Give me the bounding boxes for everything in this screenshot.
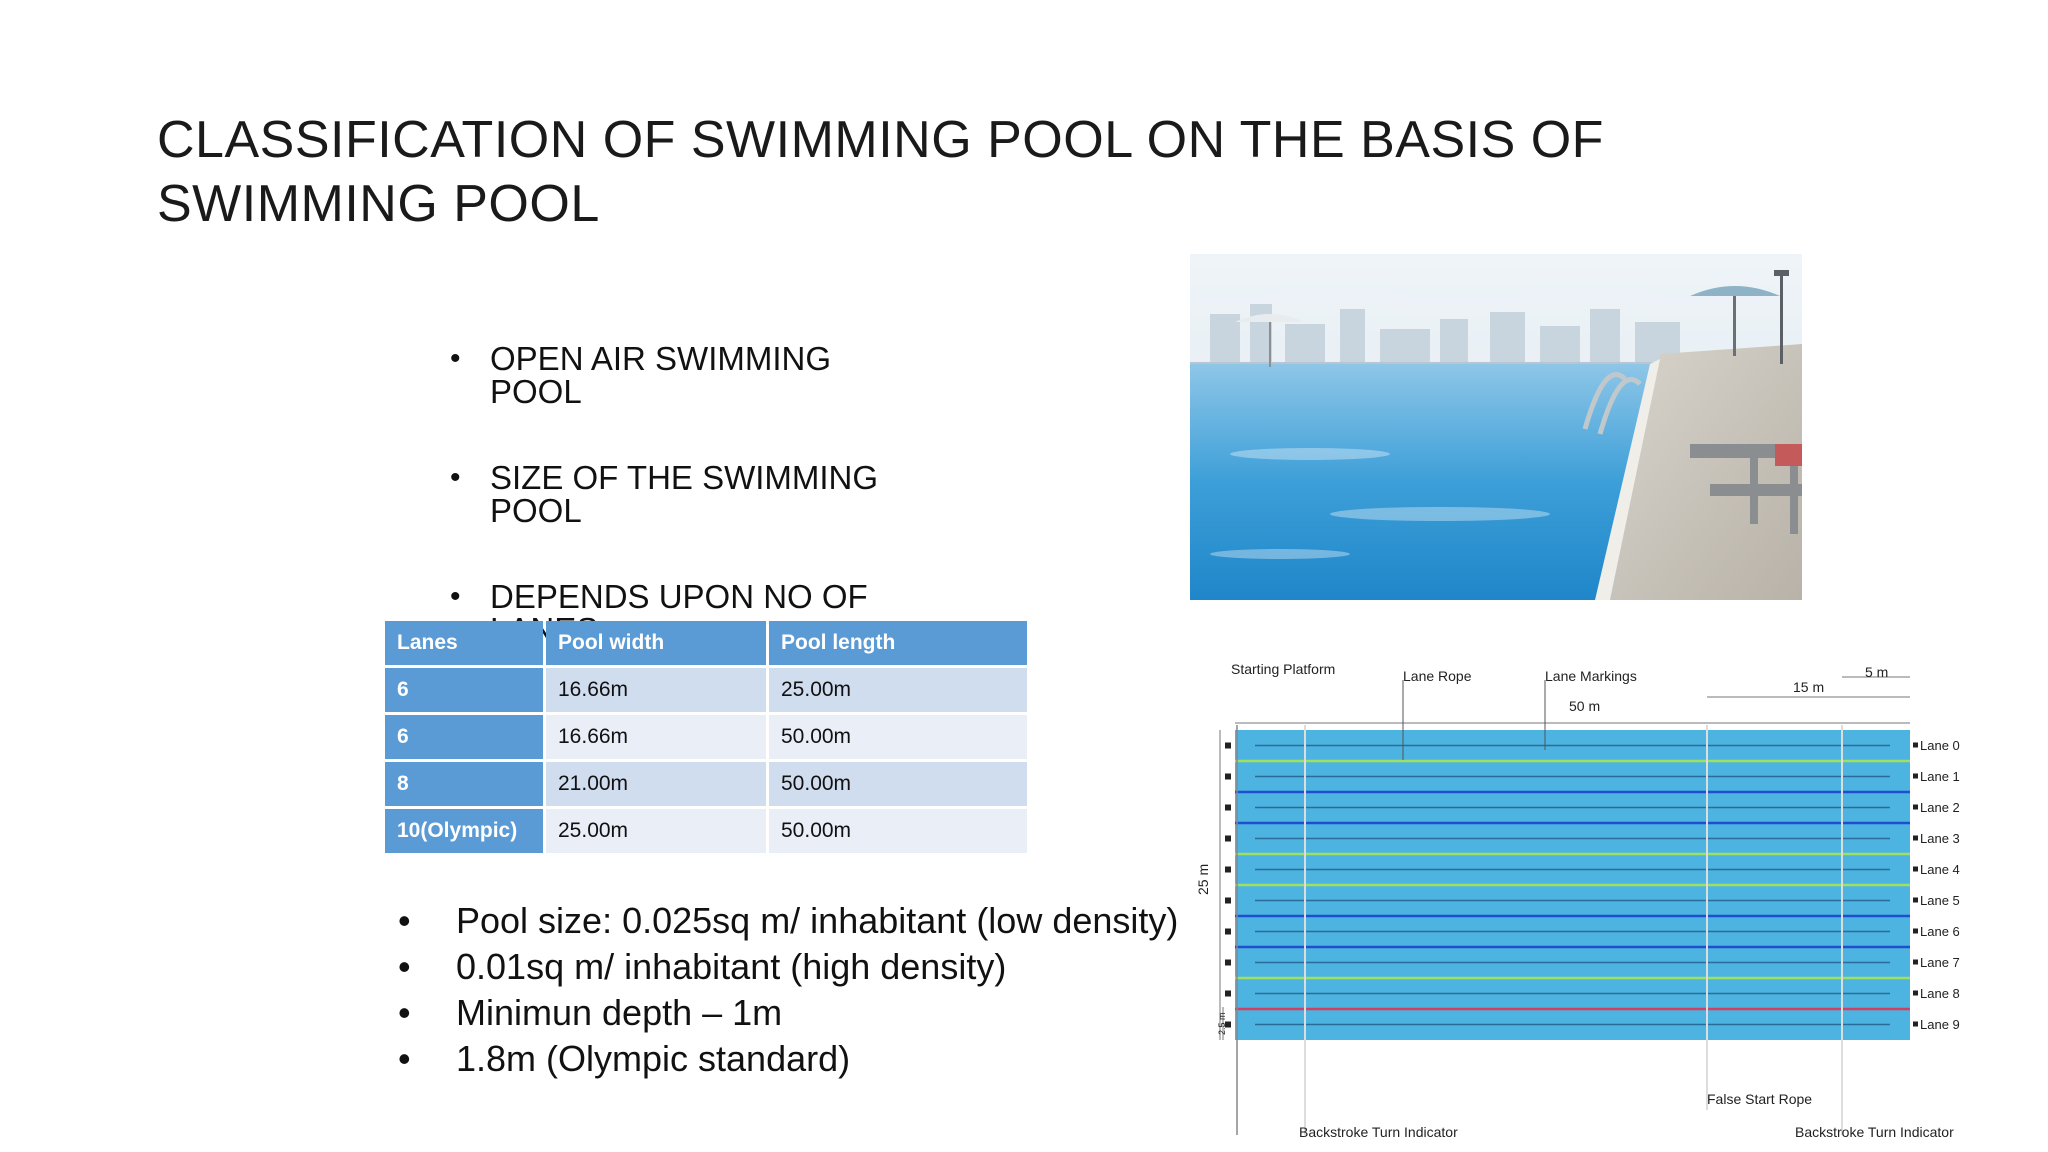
- bottom-bullet-list: Pool size: 0.025sq m/ inhabitant (low de…: [398, 898, 1198, 1082]
- label-lane-7: Lane 7: [1920, 955, 1960, 970]
- starting-block: [1225, 897, 1231, 904]
- end-block: [1913, 897, 1918, 903]
- label-starting-platform: Starting Platform: [1231, 661, 1335, 677]
- label-lane-markings: Lane Markings: [1545, 668, 1637, 684]
- starting-block: [1225, 773, 1231, 780]
- label-lane-1: Lane 1: [1920, 769, 1960, 784]
- end-block: [1913, 928, 1918, 934]
- label-lane-rope: Lane Rope: [1403, 668, 1472, 684]
- bullet-min-depth: Minimun depth – 1m: [398, 990, 1198, 1036]
- cell-lanes: 10(Olympic): [385, 809, 543, 853]
- cell-length: 50.00m: [769, 715, 1027, 759]
- end-block: [1913, 1021, 1918, 1027]
- bullet-pool-size-high: 0.01sq m/ inhabitant (high density): [398, 944, 1198, 990]
- cell-length: 25.00m: [769, 668, 1027, 712]
- cell-lanes: 6: [385, 715, 543, 759]
- header-pool-width: Pool width: [546, 621, 766, 665]
- label-lane-6: Lane 6: [1920, 924, 1960, 939]
- bullet-pool-size-low: Pool size: 0.025sq m/ inhabitant (low de…: [398, 898, 1198, 944]
- end-block: [1913, 959, 1918, 965]
- end-block: [1913, 835, 1918, 841]
- end-block: [1913, 773, 1918, 779]
- starting-block: [1225, 866, 1231, 873]
- starting-block: [1225, 742, 1231, 749]
- cell-width: 21.00m: [546, 762, 766, 806]
- open-air-pool-photo: [1190, 254, 1802, 600]
- header-pool-length: Pool length: [769, 621, 1027, 665]
- label-5m: 5 m: [1865, 664, 1888, 680]
- end-block: [1913, 990, 1918, 996]
- cell-width: 25.00m: [546, 809, 766, 853]
- pool-dimensions-table: Lanes Pool width Pool length 6 16.66m 25…: [382, 618, 1030, 856]
- label-lane-5: Lane 5: [1920, 893, 1960, 908]
- table-row: 6 16.66m 25.00m: [385, 668, 1027, 712]
- label-pool-length: 50 m: [1569, 698, 1600, 714]
- label-pool-width: 25 m: [1195, 864, 1211, 895]
- label-lane-3: Lane 3: [1920, 831, 1960, 846]
- label-lane-0: Lane 0: [1920, 738, 1960, 753]
- bullet-olympic-depth: 1.8m (Olympic standard): [398, 1036, 1198, 1082]
- end-block: [1913, 742, 1918, 748]
- starting-block: [1225, 959, 1231, 966]
- label-lane-4: Lane 4: [1920, 862, 1960, 877]
- label-lane-2: Lane 2: [1920, 800, 1960, 815]
- starting-block: [1225, 928, 1231, 935]
- table-row: 6 16.66m 50.00m: [385, 715, 1027, 759]
- top-bullet-list: OPEN AIR SWIMMING POOL SIZE OF THE SWIMM…: [450, 342, 920, 699]
- slide-title: CLASSIFICATION OF SWIMMING POOL ON THE B…: [157, 111, 1604, 233]
- starting-block: [1225, 990, 1231, 997]
- label-lane-8: Lane 8: [1920, 986, 1960, 1001]
- table-header-row: Lanes Pool width Pool length: [385, 621, 1027, 665]
- table-row: 8 21.00m 50.00m: [385, 762, 1027, 806]
- cell-length: 50.00m: [769, 809, 1027, 853]
- starting-block: [1225, 1021, 1231, 1028]
- header-lanes: Lanes: [385, 621, 543, 665]
- label-lane-9: Lane 9: [1920, 1017, 1960, 1032]
- label-backstroke-right: Backstroke Turn Indicator: [1795, 1124, 1954, 1140]
- pool-lane-diagram: Starting Platform Lane Rope Lane Marking…: [1185, 655, 1985, 1145]
- label-backstroke-left: Backstroke Turn Indicator: [1299, 1124, 1458, 1140]
- end-block: [1913, 866, 1918, 872]
- end-block: [1913, 804, 1918, 810]
- table-row: 10(Olympic) 25.00m 50.00m: [385, 809, 1027, 853]
- cell-width: 16.66m: [546, 668, 766, 712]
- starting-block: [1225, 804, 1231, 811]
- cell-lanes: 8: [385, 762, 543, 806]
- cell-width: 16.66m: [546, 715, 766, 759]
- cell-lanes: 6: [385, 668, 543, 712]
- starting-block: [1225, 835, 1231, 842]
- label-false-start-rope: False Start Rope: [1707, 1091, 1812, 1107]
- cell-length: 50.00m: [769, 762, 1027, 806]
- bullet-pool-size: SIZE OF THE SWIMMING POOL: [450, 461, 920, 527]
- bullet-open-air: OPEN AIR SWIMMING POOL: [450, 342, 920, 408]
- label-lane-width: 2.5 m: [1217, 1012, 1227, 1035]
- label-15m: 15 m: [1793, 679, 1824, 695]
